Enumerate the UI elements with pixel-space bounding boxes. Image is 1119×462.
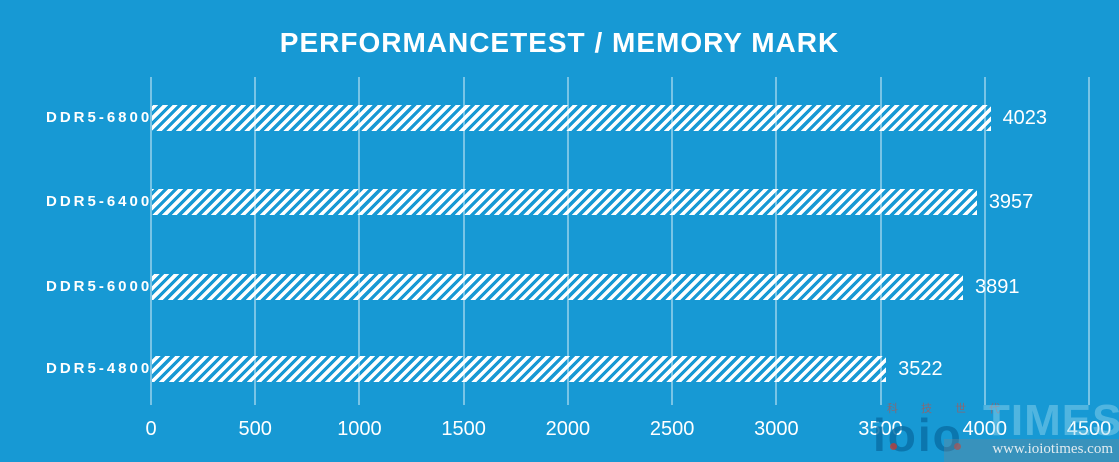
logo-dot-icon	[954, 443, 961, 450]
x-tick-label-500: 500	[238, 418, 272, 440]
chart-title: PERFORMANCETEST / MEMORY MARK	[279, 27, 840, 58]
bar-ddr5-6800	[152, 105, 991, 131]
x-tick-label-4000: 4000	[962, 418, 1008, 440]
x-tick-label-2000: 2000	[545, 418, 591, 440]
x-axis-ticks: 0 500 1000 1500 2000 2500 3000 3500 4000 4500	[145, 418, 1111, 444]
x-tick-label-3500: 3500	[858, 418, 903, 440]
bar-value-label: 4023	[1002, 107, 1048, 129]
bar-ddr5-6000	[152, 274, 964, 300]
category-label-ddr5-6400: DDR5-6400	[46, 193, 153, 210]
gridline-x-2000	[566, 77, 569, 405]
bar-value-label: 3522	[898, 358, 943, 380]
gridline-x-3500	[879, 77, 882, 405]
category-label-ddr5-4800: DDR5-4800	[46, 360, 153, 377]
bar-value-label: 3891	[975, 276, 1020, 298]
category-label-ddr5-6000: DDR5-6000	[46, 278, 153, 295]
gridline-x-3000	[775, 77, 778, 405]
x-tick-label-0: 0	[145, 418, 157, 440]
bar-ddr5-6400	[152, 189, 977, 215]
bar-ddr5-4800	[152, 356, 887, 382]
category-label-ddr5-6800: DDR5-6800	[46, 109, 153, 126]
gridline-x-1000	[358, 77, 361, 405]
gridline-x-0	[150, 77, 152, 405]
gridline-x-4500	[1088, 77, 1090, 405]
x-tick-label-1000: 1000	[337, 418, 382, 440]
gridline-x-4000	[983, 77, 986, 405]
logo-dot-icon	[890, 443, 897, 450]
gridline-x-1500	[462, 77, 465, 405]
x-tick-label-2500: 2500	[649, 418, 695, 440]
gridline-x-500	[254, 77, 257, 405]
x-tick-label-3000: 3000	[754, 418, 799, 440]
plot-area: 4023 3957 3891 3522	[150, 77, 1090, 405]
bar-value-label: 3957	[988, 191, 1034, 213]
gridline-x-2500	[671, 77, 674, 405]
x-tick-label-1500: 1500	[441, 418, 486, 440]
x-tick-label-4500: 4500	[1066, 418, 1112, 440]
